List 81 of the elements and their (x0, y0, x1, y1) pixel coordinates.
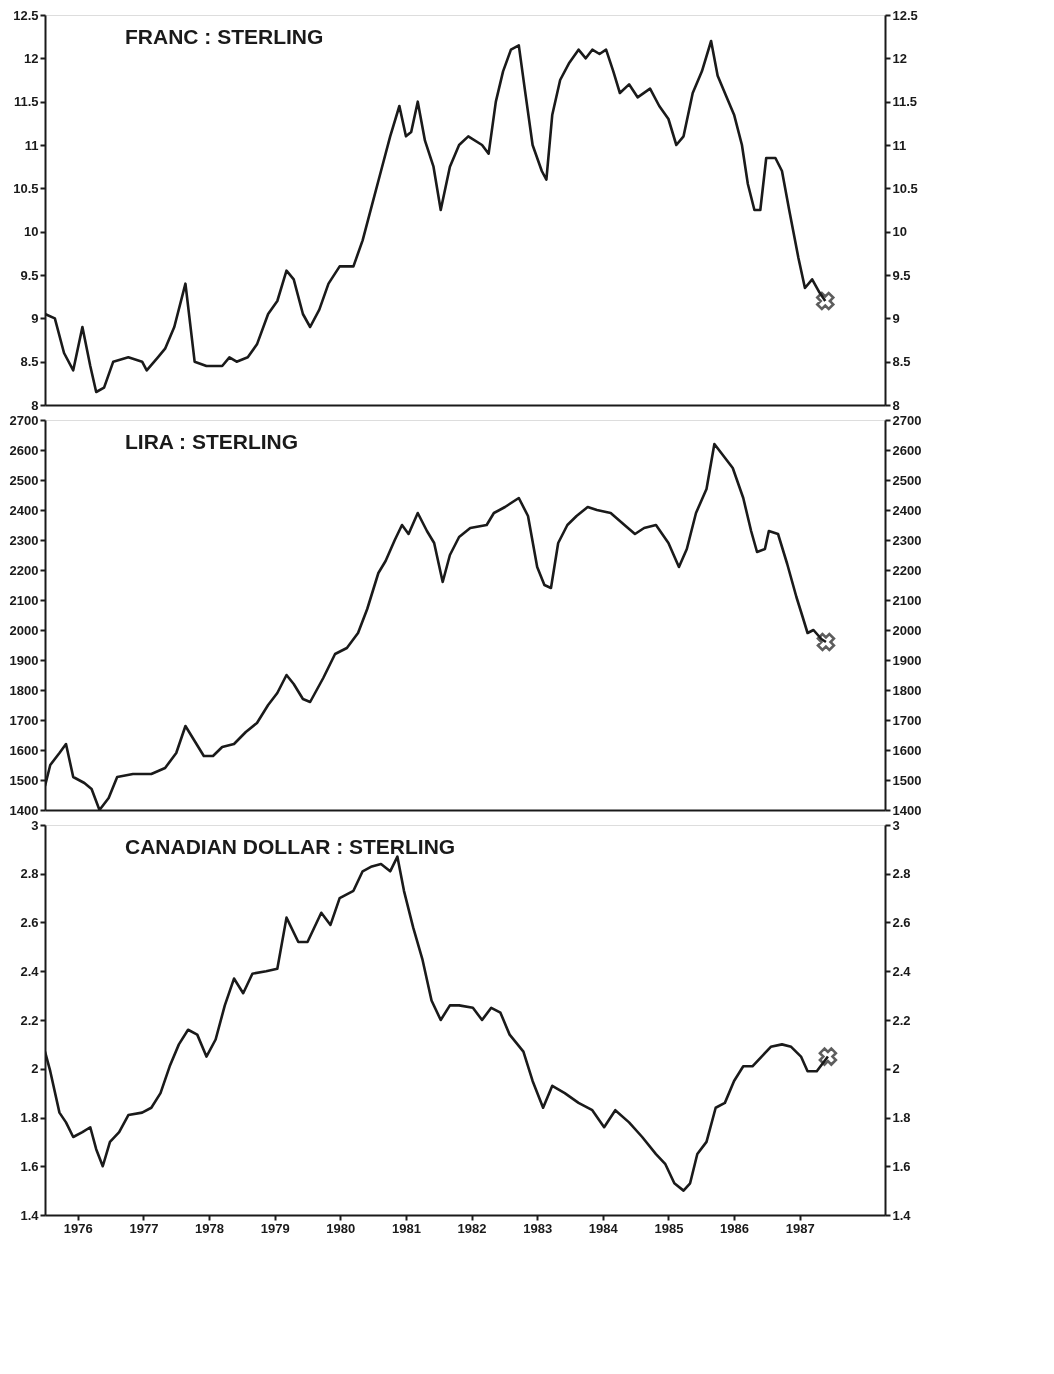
y-tick-label: 1.6 (20, 1158, 39, 1174)
y2-tick-label: 9 (892, 310, 900, 326)
y2-tick-label: 2100 (892, 592, 922, 608)
y2-tick-label: 12 (892, 50, 907, 66)
y-tick-label: 2200 (9, 562, 39, 578)
y-tick-label: 8 (31, 397, 39, 413)
y2-tick-label: 2 (892, 1061, 900, 1077)
y-tick-label: 9 (31, 310, 39, 326)
y2-tick-label: 2.8 (892, 866, 911, 882)
y-tick-label: 11 (24, 137, 39, 153)
y-tick-label: 2000 (9, 622, 39, 638)
y2-tick-label: 10.5 (892, 180, 918, 196)
y-tick-label: 2700 (9, 412, 39, 428)
y-tick-label: 9.5 (20, 267, 39, 283)
y2-tick-label: 8.5 (892, 354, 911, 370)
x-tick-label: 1982 (457, 1220, 487, 1236)
y-tick-label: 1800 (9, 682, 39, 698)
y-tick-label: 2400 (9, 502, 39, 518)
y-tick-label: 1.8 (20, 1110, 39, 1125)
y2-tick-label: 1600 (892, 742, 922, 758)
y2-tick-label: 2700 (892, 412, 922, 428)
y-tick-label: 2300 (9, 532, 39, 548)
y-tick-label: 2600 (9, 442, 39, 458)
y-tick-label: 1400 (9, 802, 39, 818)
y2-tick-label: 9.5 (892, 267, 911, 283)
x-tick-label: 1984 (588, 1220, 619, 1236)
y-tick-label: 2 (31, 1061, 39, 1077)
chart-title: LIRA : STERLING (125, 430, 299, 453)
text: CANADIAN DOLLAR : STERLING (125, 835, 456, 858)
y2-tick-label: 2.2 (892, 1012, 911, 1028)
y2-tick-label: 3 (892, 817, 900, 833)
y2-tick-label: 11 (892, 137, 907, 153)
y-tick-label: 1700 (9, 712, 39, 728)
x-tick-label: 1981 (391, 1220, 421, 1236)
y-tick-label: 1.4 (20, 1207, 40, 1223)
y-tick-label: 2500 (9, 472, 39, 488)
y-tick-label: 10 (24, 224, 39, 240)
y-tick-label: 11.5 (13, 94, 39, 110)
y2-tick-label: 11.5 (892, 94, 918, 110)
y2-tick-label: 1.8 (892, 1110, 911, 1125)
x-tick-label: 1983 (523, 1220, 553, 1236)
y-tick-label: 12 (24, 50, 39, 66)
y2-tick-label: 2600 (892, 442, 922, 458)
y-tick-label: 3 (31, 817, 39, 833)
y-tick-label: 12.5 (13, 7, 39, 23)
y-tick-label: 2.4 (20, 963, 40, 979)
y2-tick-label: 1700 (892, 712, 922, 728)
y2-tick-label: 1900 (892, 652, 922, 668)
y-tick-label: 8.5 (20, 354, 39, 370)
y2-tick-label: 8 (892, 397, 900, 413)
y2-tick-label: 2500 (892, 472, 922, 488)
x-tick-label: 1986 (720, 1220, 750, 1236)
y-tick-label: 1900 (9, 652, 39, 668)
y-tick-label: 2.8 (20, 866, 39, 882)
y2-tick-label: 10 (892, 224, 907, 240)
y2-tick-label: 1.4 (892, 1207, 912, 1223)
x-tick-label: 1978 (195, 1220, 225, 1236)
y2-tick-label: 2.4 (892, 963, 912, 979)
x-tick-label: 1987 (785, 1220, 815, 1236)
y-tick-label: 2.6 (20, 915, 39, 930)
y-tick-label: 2.2 (20, 1012, 39, 1028)
y-tick-label: 1500 (9, 772, 39, 788)
y2-tick-label: 2300 (892, 532, 922, 548)
x-tick-label: 1985 (654, 1220, 684, 1236)
y-tick-label: 2100 (9, 592, 39, 608)
x-tick-label: 1977 (129, 1220, 159, 1236)
y-tick-label: 10.5 (13, 180, 39, 196)
y2-tick-label: 2.6 (892, 915, 911, 930)
y2-tick-label: 1400 (892, 802, 922, 818)
y2-tick-label: 1.6 (892, 1158, 911, 1174)
text: FRANC : STERLING (125, 25, 324, 48)
y2-tick-label: 2200 (892, 562, 922, 578)
x-tick-label: 1976 (63, 1220, 93, 1236)
y2-tick-label: 12.5 (892, 7, 918, 23)
y2-tick-label: 2000 (892, 622, 922, 638)
y-tick-label: 1600 (9, 742, 39, 758)
y2-tick-label: 1800 (892, 682, 922, 698)
y2-tick-label: 2400 (892, 502, 922, 518)
x-tick-label: 1980 (326, 1220, 356, 1236)
x-tick-label: 1979 (260, 1220, 290, 1236)
y2-tick-label: 1500 (892, 772, 922, 788)
